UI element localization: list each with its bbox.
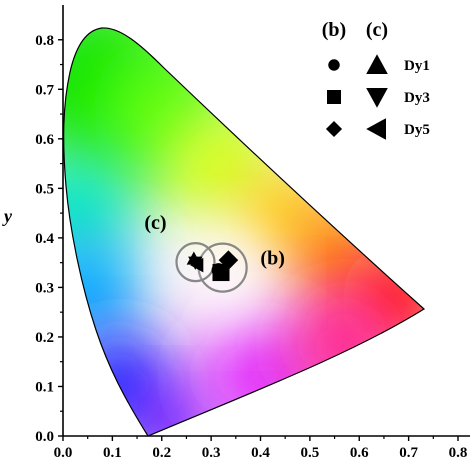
circle-marker bbox=[328, 59, 340, 71]
y-tick-label: 0.4 bbox=[35, 231, 54, 247]
triangle-left-marker bbox=[366, 118, 386, 140]
x-tick-label: 0.1 bbox=[103, 445, 122, 461]
legend-entry-label: Dy3 bbox=[404, 90, 430, 106]
y-axis-label: y bbox=[2, 206, 13, 226]
y-axis-ticks: 0.0 0.1 0.2 0.3 0.4 0.5 0.6 0.7 0.8 bbox=[35, 33, 63, 445]
x-tick-label: 0.8 bbox=[449, 445, 468, 461]
diamond-marker bbox=[325, 120, 343, 138]
legend: (b) (c) Dy1 Dy3 Dy5 bbox=[322, 19, 430, 140]
y-tick-label: 0.5 bbox=[35, 181, 54, 197]
triangle-up-marker bbox=[366, 54, 388, 74]
group-annotation-label: (b) bbox=[260, 248, 284, 270]
y-tick-label: 0.1 bbox=[35, 379, 54, 395]
square-marker bbox=[327, 90, 341, 104]
triangle-down-marker bbox=[366, 88, 388, 108]
y-tick-label: 0.3 bbox=[35, 280, 54, 296]
legend-entry-label: Dy5 bbox=[404, 122, 430, 138]
x-tick-label: 0.6 bbox=[350, 445, 369, 461]
y-tick-label: 0.8 bbox=[35, 33, 54, 49]
y-tick-label: 0.7 bbox=[35, 82, 54, 98]
spectral-locus-outline bbox=[63, 27, 425, 437]
x-tick-label: 0.4 bbox=[251, 445, 270, 461]
legend-entry-label: Dy1 bbox=[404, 58, 430, 74]
legend-column-header: (b) bbox=[322, 19, 346, 41]
x-tick-label: 0.0 bbox=[54, 445, 73, 461]
x-tick-label: 0.2 bbox=[152, 445, 171, 461]
x-tick-label: 0.5 bbox=[301, 445, 320, 461]
square-marker bbox=[212, 264, 230, 282]
triangle-left-marker bbox=[190, 257, 204, 273]
axes bbox=[62, 5, 470, 437]
x-axis-ticks: 0.0 0.1 0.2 0.3 0.4 0.5 0.6 0.7 0.8 bbox=[54, 436, 468, 461]
diamond-marker bbox=[218, 250, 239, 270]
y-tick-label: 0.2 bbox=[35, 330, 54, 346]
legend-column-header: (c) bbox=[366, 19, 388, 41]
data-markers bbox=[186, 250, 239, 282]
group-annotations: (b) (c) bbox=[144, 212, 284, 269]
y-tick-label: 0.6 bbox=[35, 132, 54, 148]
x-tick-label: 0.3 bbox=[202, 445, 221, 461]
y-tick-label: 0.0 bbox=[35, 429, 54, 445]
x-tick-label: 0.7 bbox=[399, 445, 418, 461]
group-annotation-label: (c) bbox=[144, 212, 166, 234]
